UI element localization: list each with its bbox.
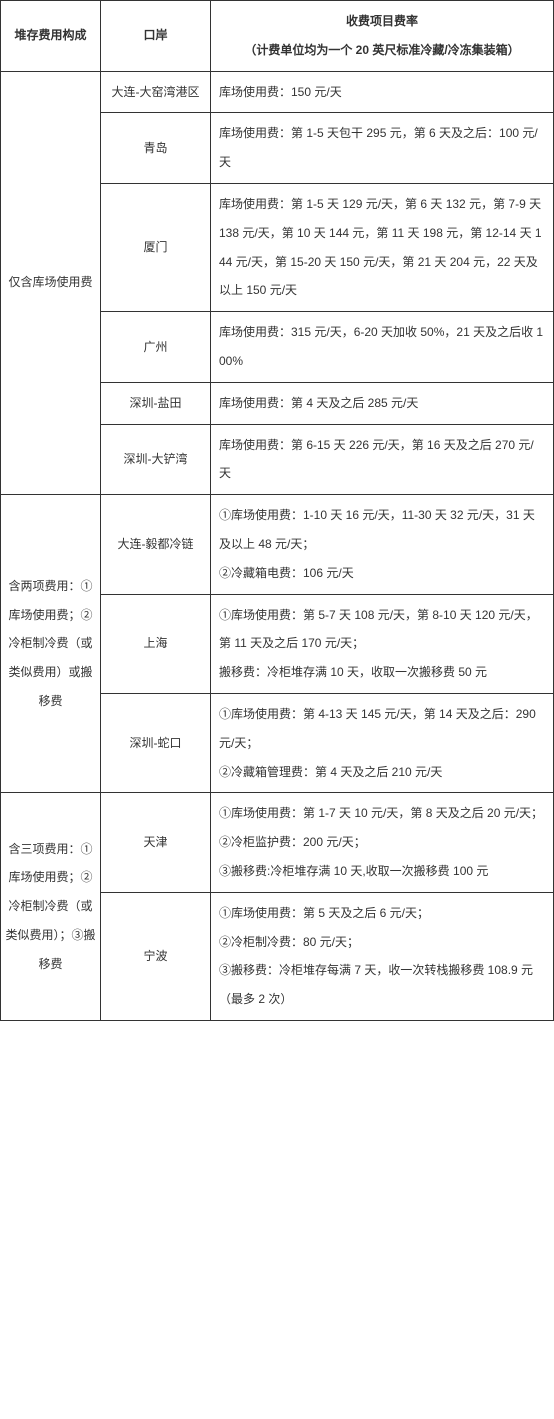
table-header-row: 堆存费用构成 口岸 收费项目费率 （计费单位均为一个 20 英尺标准冷藏/冷冻集… [1, 1, 554, 72]
header-port: 口岸 [101, 1, 211, 72]
port-cell: 厦门 [101, 183, 211, 311]
table-row: 仅含库场使用费大连-大窑湾港区库场使用费：150 元/天 [1, 71, 554, 113]
port-cell: 上海 [101, 594, 211, 693]
header-rate: 收费项目费率 （计费单位均为一个 20 英尺标准冷藏/冷冻集装箱） [211, 1, 554, 72]
group-label: 含两项费用：①库场使用费；②冷柜制冷费（或类似费用）或搬移费 [1, 495, 101, 793]
port-cell: 深圳-大铲湾 [101, 424, 211, 495]
rate-cell: ①库场使用费：第 1-7 天 10 元/天，第 8 天及之后 20 元/天； ②… [211, 793, 554, 892]
table-row: 含两项费用：①库场使用费；②冷柜制冷费（或类似费用）或搬移费大连-毅都冷链①库场… [1, 495, 554, 594]
rate-cell: 库场使用费：第 4 天及之后 285 元/天 [211, 382, 554, 424]
rate-cell: ①库场使用费：第 5 天及之后 6 元/天； ②冷柜制冷费：80 元/天； ③搬… [211, 892, 554, 1020]
port-cell: 大连-毅都冷链 [101, 495, 211, 594]
port-cell: 大连-大窑湾港区 [101, 71, 211, 113]
table-row: 含三项费用：①库场使用费；②冷柜制冷费（或类似费用）；③搬移费天津①库场使用费：… [1, 793, 554, 892]
port-cell: 深圳-盐田 [101, 382, 211, 424]
rate-cell: 库场使用费：第 6-15 天 226 元/天，第 16 天及之后 270 元/天 [211, 424, 554, 495]
header-rate-unit: （计费单位均为一个 20 英尺标准冷藏/冷冻集装箱） [219, 36, 545, 65]
header-rate-title: 收费项目费率 [219, 7, 545, 36]
group-label: 仅含库场使用费 [1, 71, 101, 495]
rate-cell: 库场使用费：第 1-5 天包干 295 元，第 6 天及之后：100 元/天 [211, 113, 554, 184]
group-label: 含三项费用：①库场使用费；②冷柜制冷费（或类似费用）；③搬移费 [1, 793, 101, 1021]
rate-cell: 库场使用费：315 元/天，6-20 天加收 50%，21 天及之后收 100% [211, 312, 554, 383]
fee-table: 堆存费用构成 口岸 收费项目费率 （计费单位均为一个 20 英尺标准冷藏/冷冻集… [0, 0, 554, 1021]
port-cell: 天津 [101, 793, 211, 892]
port-cell: 宁波 [101, 892, 211, 1020]
port-cell: 广州 [101, 312, 211, 383]
rate-cell: ①库场使用费：1-10 天 16 元/天，11-30 天 32 元/天，31 天… [211, 495, 554, 594]
rate-cell: ①库场使用费：第 5-7 天 108 元/天，第 8-10 天 120 元/天，… [211, 594, 554, 693]
rate-cell: ①库场使用费：第 4-13 天 145 元/天，第 14 天及之后：290 元/… [211, 693, 554, 792]
rate-cell: 库场使用费：150 元/天 [211, 71, 554, 113]
port-cell: 青岛 [101, 113, 211, 184]
port-cell: 深圳-蛇口 [101, 693, 211, 792]
header-composition: 堆存费用构成 [1, 1, 101, 72]
rate-cell: 库场使用费：第 1-5 天 129 元/天，第 6 天 132 元，第 7-9 … [211, 183, 554, 311]
table-body: 仅含库场使用费大连-大窑湾港区库场使用费：150 元/天青岛库场使用费：第 1-… [1, 71, 554, 1020]
